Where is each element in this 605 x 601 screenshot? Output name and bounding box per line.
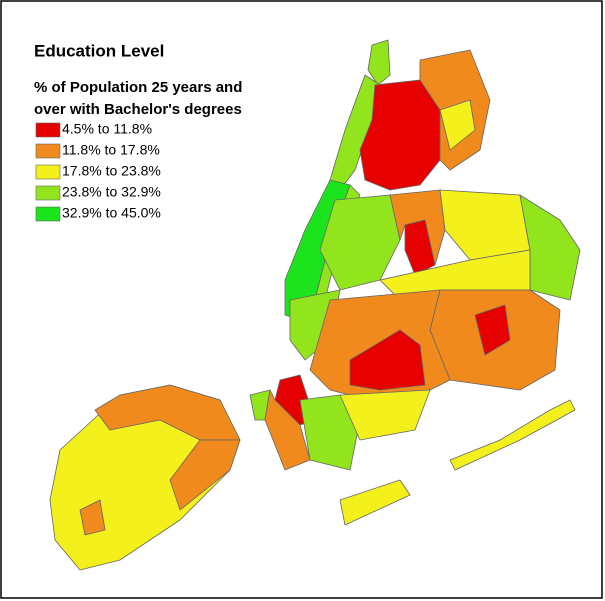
legend-swatch bbox=[35, 143, 61, 159]
map-subtitle: over with Bachelor's degrees bbox=[34, 101, 242, 118]
legend-swatch bbox=[35, 164, 61, 180]
region bbox=[474, 304, 511, 356]
map-title: Education Level bbox=[34, 41, 164, 60]
region bbox=[339, 389, 431, 441]
region bbox=[339, 479, 411, 526]
region bbox=[439, 99, 476, 151]
region bbox=[299, 394, 361, 471]
legend-swatch bbox=[35, 185, 61, 201]
region bbox=[367, 39, 391, 86]
legend-label: 4.5% to 11.8% bbox=[62, 121, 152, 137]
region bbox=[349, 329, 426, 391]
legend-label: 17.8% to 23.8% bbox=[62, 163, 161, 179]
legend-swatch bbox=[35, 122, 61, 138]
regions bbox=[49, 39, 581, 571]
legend-label: 32.9% to 45.0% bbox=[62, 205, 161, 221]
legend-swatch bbox=[35, 206, 61, 222]
legend-label: 23.8% to 32.9% bbox=[62, 184, 161, 200]
region bbox=[449, 399, 576, 471]
region bbox=[79, 499, 106, 536]
region bbox=[169, 439, 241, 511]
legend-label: 11.8% to 17.8% bbox=[62, 142, 160, 158]
map-subtitle: % of Population 25 years and bbox=[34, 79, 242, 96]
